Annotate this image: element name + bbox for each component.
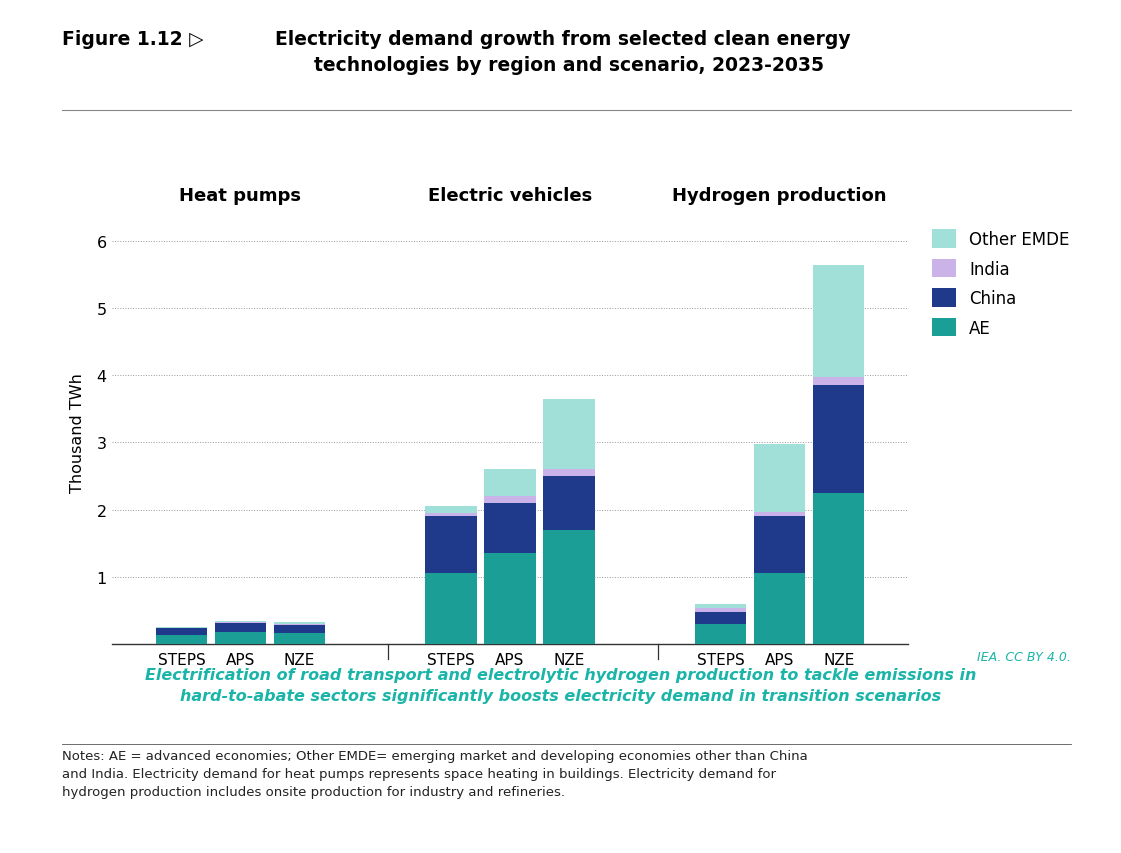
Bar [695, 624, 747, 644]
Text: Notes: AE = advanced economies; Other EMDE= emerging market and developing econo: Notes: AE = advanced economies; Other EM… [62, 749, 807, 798]
Bar [544, 477, 595, 530]
Bar [813, 386, 864, 493]
Bar [754, 445, 805, 512]
Bar [484, 470, 536, 496]
Bar [695, 604, 747, 608]
Bar [754, 573, 805, 644]
Bar [484, 554, 536, 644]
Bar [544, 530, 595, 644]
Text: Electricity demand growth from selected clean energy
      technologies by regio: Electricity demand growth from selected … [275, 30, 850, 74]
Bar [484, 496, 536, 503]
Bar [215, 621, 266, 623]
Bar [813, 265, 864, 378]
Bar [813, 378, 864, 386]
Text: Hydrogen production: Hydrogen production [673, 187, 887, 205]
Bar [754, 517, 805, 573]
Bar [215, 624, 266, 632]
Bar [425, 517, 476, 573]
Bar [156, 629, 207, 635]
Bar [425, 514, 476, 517]
Bar [425, 507, 476, 514]
Bar [274, 625, 325, 633]
Bar [544, 399, 595, 470]
Text: Electric vehicles: Electric vehicles [428, 187, 592, 205]
Bar [215, 632, 266, 644]
Bar [274, 622, 325, 624]
Bar [695, 608, 747, 612]
Bar [274, 633, 325, 644]
Bar [156, 635, 207, 644]
Bar [754, 512, 805, 517]
Bar [695, 612, 747, 624]
Text: Figure 1.12 ▷: Figure 1.12 ▷ [62, 30, 203, 49]
Legend: Other EMDE, India, China, AE: Other EMDE, India, China, AE [933, 230, 1069, 337]
Bar [813, 493, 864, 644]
Bar [544, 470, 595, 477]
Y-axis label: Thousand TWh: Thousand TWh [71, 373, 85, 493]
Bar [484, 503, 536, 554]
Text: Heat pumps: Heat pumps [179, 187, 302, 205]
Text: IEA. CC BY 4.0.: IEA. CC BY 4.0. [976, 650, 1071, 663]
Bar [425, 573, 476, 644]
Text: Electrification of road transport and electrolytic hydrogen production to tackle: Electrification of road transport and el… [145, 667, 976, 703]
